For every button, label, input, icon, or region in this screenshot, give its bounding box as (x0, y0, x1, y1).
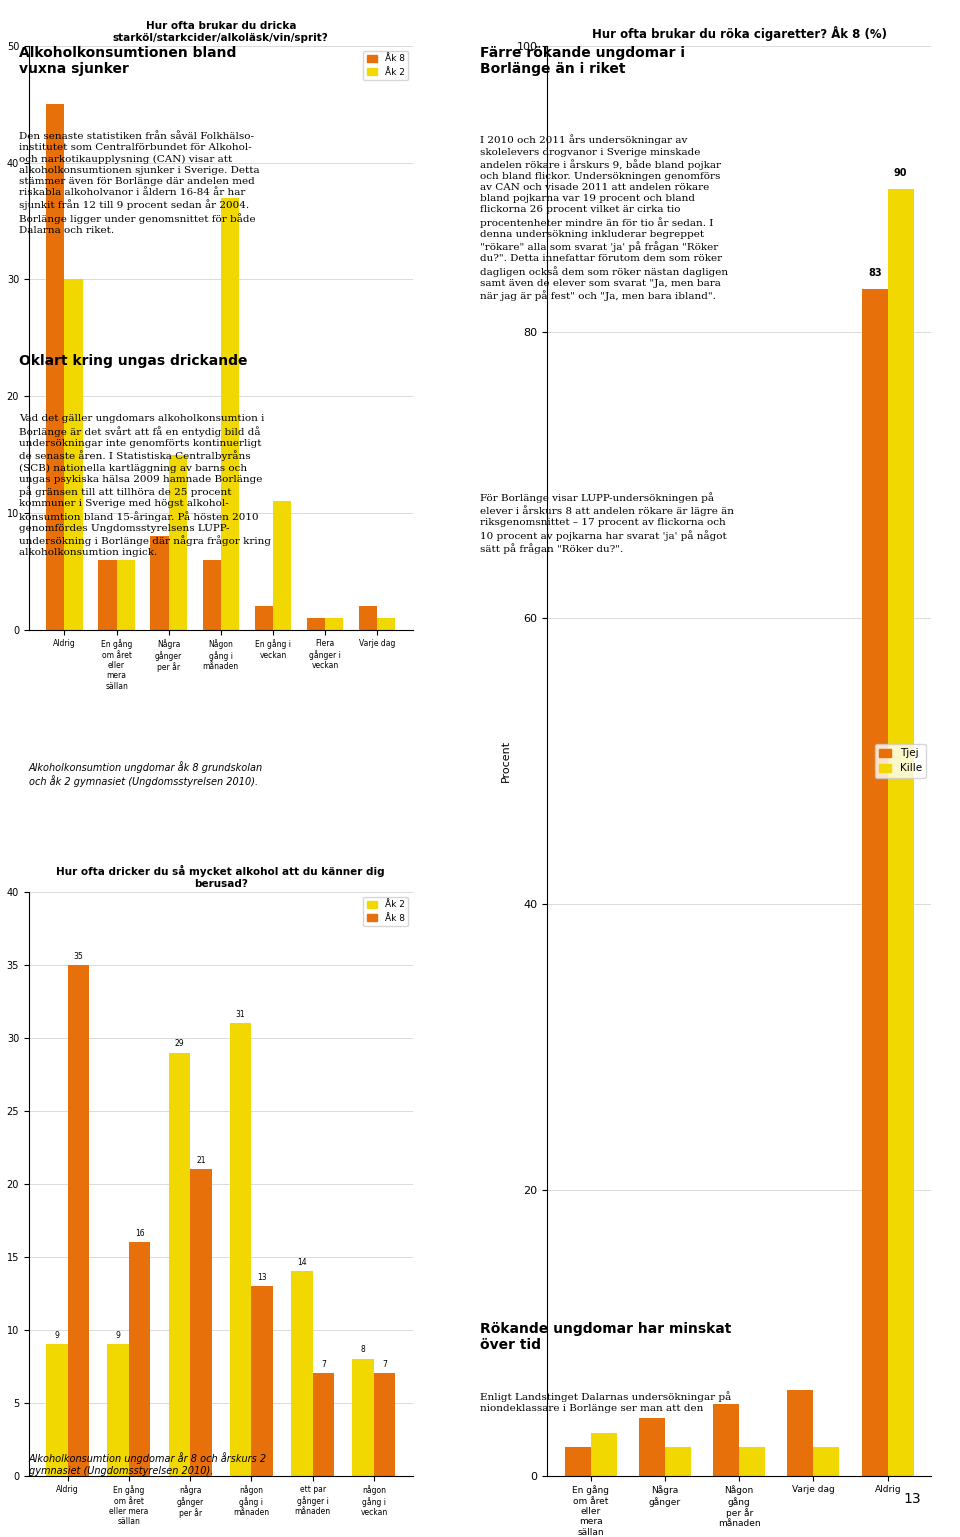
Text: 9: 9 (116, 1331, 121, 1340)
Bar (359, 606, 377, 630)
Bar (713, 1405, 739, 1476)
Text: 13: 13 (903, 1492, 921, 1506)
Bar (373, 1374, 396, 1476)
Y-axis label: Procent: Procent (501, 739, 511, 782)
Bar (64, 280, 83, 630)
Bar (377, 618, 396, 630)
Bar (739, 1446, 765, 1476)
Bar (665, 1446, 691, 1476)
Bar (230, 1024, 252, 1476)
Bar (254, 606, 273, 630)
Bar (169, 455, 187, 630)
Bar (46, 1345, 68, 1476)
Bar (190, 1170, 211, 1476)
Bar (291, 1271, 313, 1476)
Bar (564, 1446, 590, 1476)
Legend: Åk 8, Åk 2: Åk 8, Åk 2 (363, 51, 408, 80)
Title: Hur ofta brukar du röka cigaretter? Åk 8 (%): Hur ofta brukar du röka cigaretter? Åk 8… (591, 26, 887, 41)
Text: Enligt Landstinget Dalarnas undersökningar på
niondeklassare i Borlänge ser man : Enligt Landstinget Dalarnas undersökning… (480, 1391, 732, 1413)
Text: 83: 83 (868, 267, 881, 278)
Bar (129, 1242, 151, 1476)
Bar (325, 618, 344, 630)
Bar (862, 289, 888, 1476)
Text: 8: 8 (361, 1345, 366, 1354)
Bar (787, 1389, 813, 1476)
Bar (108, 1345, 129, 1476)
Text: 21: 21 (196, 1156, 205, 1165)
Text: I 2010 och 2011 års undersökningar av
skolelevers drogvanor i Sverige minskade
a: I 2010 och 2011 års undersökningar av sk… (480, 135, 728, 301)
Legend: Tjej, Kille: Tjej, Kille (875, 744, 926, 778)
Bar (221, 198, 239, 630)
Bar (307, 618, 325, 630)
Text: 13: 13 (257, 1273, 267, 1282)
Bar (273, 501, 291, 630)
Bar (169, 1053, 190, 1476)
Text: 35: 35 (74, 951, 84, 961)
Bar (151, 536, 169, 630)
Bar (313, 1374, 334, 1476)
Title: Hur ofta dricker du så mycket alkohol att du känner dig
berusad?: Hur ofta dricker du så mycket alkohol at… (57, 865, 385, 888)
Bar (888, 189, 914, 1476)
Bar (203, 559, 221, 630)
Title: Hur ofta brukar du dricka
starköl/starkcider/alkoläsk/vin/sprit?: Hur ofta brukar du dricka starköl/starkc… (113, 22, 328, 43)
Bar (116, 559, 134, 630)
Text: 14: 14 (298, 1257, 307, 1266)
Text: 31: 31 (236, 1010, 246, 1019)
Text: Alkoholkonsumtion ungdomar år 8 och årskurs 2
gymnasiet (Ungdomsstyrelsen 2010).: Alkoholkonsumtion ungdomar år 8 och årsk… (29, 1452, 267, 1476)
Bar (352, 1359, 373, 1476)
Text: 90: 90 (894, 168, 907, 178)
Text: Alkoholkonsumtion ungdomar åk 8 grundskolan
och åk 2 gymnasiet (Ungdomsstyrelsen: Alkoholkonsumtion ungdomar åk 8 grundsko… (29, 761, 263, 787)
Text: 7: 7 (321, 1360, 325, 1369)
Y-axis label: Procent: Procent (0, 1165, 1, 1202)
Bar (46, 105, 64, 630)
Text: 29: 29 (175, 1039, 184, 1048)
Bar (68, 965, 89, 1476)
Text: Oklart kring ungas drickande: Oklart kring ungas drickande (19, 354, 248, 367)
Bar (98, 559, 116, 630)
Text: 9: 9 (55, 1331, 60, 1340)
Bar (590, 1432, 616, 1476)
Text: Färre rökande ungdomar i
Borlänge än i riket: Färre rökande ungdomar i Borlänge än i r… (480, 46, 685, 77)
Bar (813, 1446, 839, 1476)
Text: Alkoholkonsumtionen bland
vuxna sjunker: Alkoholkonsumtionen bland vuxna sjunker (19, 46, 236, 77)
Legend: Åk 2, Åk 8: Åk 2, Åk 8 (363, 896, 408, 927)
Text: Vad det gäller ungdomars alkoholkonsumtion i
Borlänge är det svårt att få en ent: Vad det gäller ungdomars alkoholkonsumti… (19, 415, 271, 558)
Bar (639, 1419, 665, 1476)
Text: Den senaste statistiken från såväl Folkhälso-
institutet som Centralförbundet fö: Den senaste statistiken från såväl Folkh… (19, 132, 260, 235)
Y-axis label: Procent: Procent (0, 320, 1, 357)
Text: 7: 7 (382, 1360, 387, 1369)
Text: Rökande ungdomar har minskat
över tid: Rökande ungdomar har minskat över tid (480, 1322, 732, 1353)
Text: För Borlänge visar LUPP-undersökningen på
elever i årskurs 8 att andelen rökare : För Borlänge visar LUPP-undersökningen p… (480, 492, 734, 553)
Bar (252, 1286, 273, 1476)
Text: 16: 16 (134, 1228, 144, 1237)
